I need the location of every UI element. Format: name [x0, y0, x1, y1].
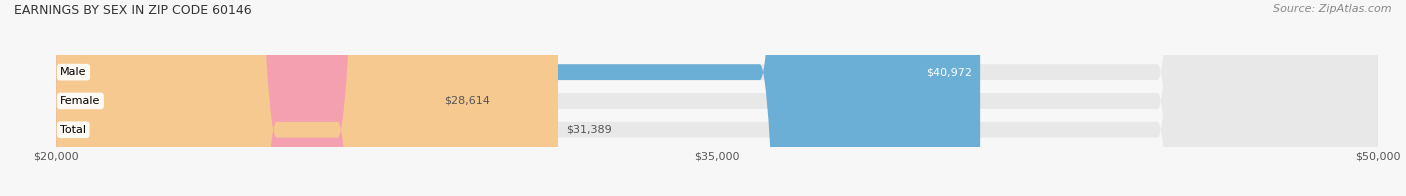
Text: $40,972: $40,972 [927, 67, 972, 77]
Text: $31,389: $31,389 [565, 125, 612, 135]
FancyBboxPatch shape [56, 0, 1378, 196]
FancyBboxPatch shape [56, 0, 558, 196]
Text: Female: Female [60, 96, 101, 106]
FancyBboxPatch shape [56, 0, 1378, 196]
Text: Male: Male [60, 67, 87, 77]
Text: Total: Total [60, 125, 86, 135]
FancyBboxPatch shape [56, 0, 980, 196]
Text: $28,614: $28,614 [444, 96, 489, 106]
Text: EARNINGS BY SEX IN ZIP CODE 60146: EARNINGS BY SEX IN ZIP CODE 60146 [14, 4, 252, 17]
FancyBboxPatch shape [56, 0, 436, 196]
FancyBboxPatch shape [56, 0, 1378, 196]
Text: Source: ZipAtlas.com: Source: ZipAtlas.com [1274, 4, 1392, 14]
